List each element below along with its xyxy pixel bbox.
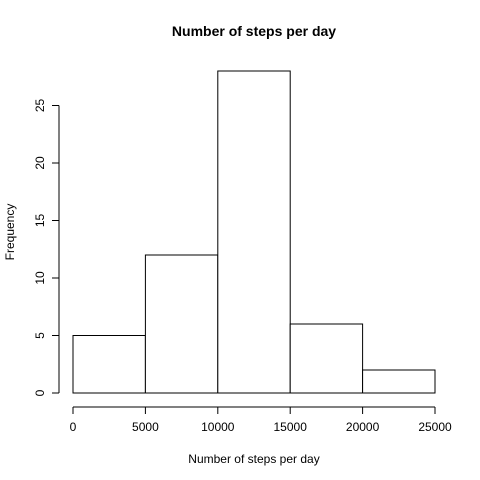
y-tick-label-1: 5 [33,332,47,339]
histogram-bar-1 [144,254,219,394]
histogram-bar-4 [362,369,436,394]
y-axis-label: Frequency [3,204,17,261]
x-axis-label: Number of steps per day [188,452,319,466]
histogram-bar-2 [217,70,291,394]
y-axis: 0 5 10 15 20 25 [33,99,60,396]
y-tick-label-0: 0 [33,389,47,396]
y-tick-label-3: 15 [33,214,47,228]
y-tick-label-5: 25 [33,99,47,113]
chart-title: Number of steps per day [172,23,336,39]
x-tick-label-2: 10000 [201,420,235,434]
y-tick-label-2: 10 [33,271,47,285]
x-axis: 0 5000 10000 15000 20000 25000 [70,406,452,434]
bars-group [72,70,436,394]
x-tick-label-5: 25000 [418,420,452,434]
y-tick-label-4: 20 [33,156,47,170]
x-tick-label-4: 20000 [346,420,380,434]
histogram-bar-3 [289,323,364,394]
histogram-bar-0 [72,335,146,394]
x-tick-label-0: 0 [70,420,77,434]
x-tick-label-1: 5000 [132,420,159,434]
x-tick-label-3: 15000 [274,420,308,434]
